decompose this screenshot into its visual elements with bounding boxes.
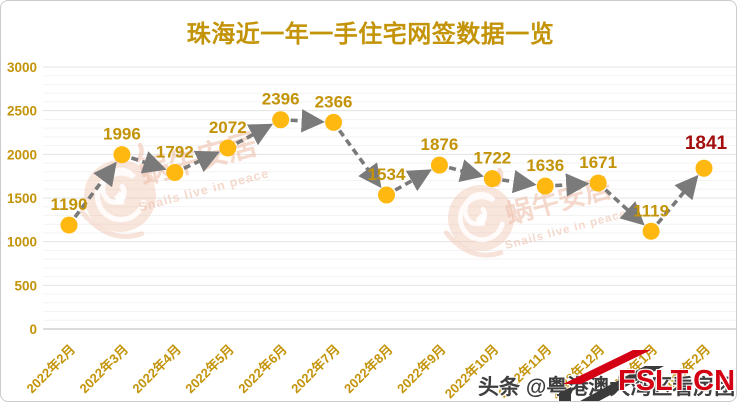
- x-axis-tick-label: 2022年9月: [394, 342, 449, 397]
- data-point-label: 2072: [209, 118, 247, 137]
- y-axis-tick-label: 3000: [7, 60, 37, 75]
- line-segment: [501, 170, 537, 194]
- data-point-marker: [589, 174, 607, 192]
- snail-spiral-icon: [94, 167, 146, 223]
- fslt-logo-dark-notch: [559, 387, 571, 401]
- x-axis-tick-label: 2022年7月: [288, 342, 343, 397]
- line-segment: [130, 151, 167, 174]
- data-point-label: 1190: [51, 195, 88, 214]
- data-point-marker: [642, 222, 660, 240]
- data-points-group: [60, 111, 713, 240]
- y-axis-tick-label: 1500: [7, 191, 37, 206]
- line-segment: [656, 174, 699, 225]
- line-segment: [604, 188, 645, 226]
- x-axis-tick-label: 2022年3月: [76, 342, 131, 397]
- data-point-label: 1119: [633, 201, 669, 220]
- fslt-logo-red-band: [563, 350, 651, 384]
- data-point-marker: [325, 113, 343, 131]
- line-segments-group: [73, 109, 699, 226]
- data-point-label: 1876: [421, 135, 459, 154]
- line-segment: [183, 150, 220, 173]
- line-segment: [235, 123, 274, 146]
- data-point-marker: [60, 216, 78, 234]
- x-axis-tick-label: 2022年6月: [235, 342, 290, 397]
- data-point-marker: [378, 186, 395, 204]
- line-segment: [448, 159, 484, 183]
- data-point-label: 1671: [579, 153, 617, 172]
- snail-tail-swoosh: [443, 230, 504, 258]
- snail-tail-swoosh: [79, 209, 145, 239]
- line-segment: [555, 173, 590, 197]
- data-labels-group: 1190 1996 1792 2072 2396 2366 1534 1876 1722 1636…: [51, 90, 728, 221]
- line-segment: [394, 169, 432, 192]
- y-axis-tick-label: 500: [14, 278, 37, 293]
- y-axis-tick-label: 2000: [7, 147, 37, 162]
- house-icon: [113, 190, 127, 205]
- data-point-marker: [695, 159, 713, 177]
- line-segment: [290, 109, 325, 133]
- fslt-logo-text: FSLT.CN: [618, 365, 736, 397]
- data-point-label: 2396: [262, 90, 300, 109]
- fslt-logo-icon: [559, 350, 664, 401]
- data-point-marker: [272, 111, 290, 129]
- data-point-marker: [166, 163, 184, 181]
- x-axis-tick-label: 2022年8月: [341, 342, 396, 397]
- data-point-marker: [483, 170, 501, 188]
- data-point-marker: [113, 146, 131, 164]
- data-point-marker: [536, 177, 554, 195]
- data-point-label: 1792: [156, 142, 194, 161]
- y-axis-labels-group: 0 500 1000 1500 2000 2500 3000: [7, 60, 37, 337]
- data-point-marker: [219, 139, 237, 157]
- data-point-label-highlighted: 1841: [685, 133, 728, 154]
- x-axis-tick-label: 2022年4月: [129, 342, 184, 397]
- house-icon: [475, 213, 487, 226]
- data-point-label: 1534: [368, 165, 406, 184]
- x-axis-tick-label: 2022年2月: [24, 342, 79, 397]
- data-point-label: 1636: [526, 156, 564, 175]
- snail-spiral-icon: [457, 191, 505, 243]
- chart-title: 珠海近一年一手住宅网签数据一览: [186, 21, 555, 48]
- data-point-label: 2366: [315, 92, 353, 111]
- x-axis-tick-label: 2022年5月: [182, 342, 237, 397]
- fslt-logo-dark-band: [580, 366, 664, 401]
- data-point-label: 1722: [473, 149, 511, 168]
- data-point-marker: [430, 156, 448, 174]
- y-axis-tick-label: 0: [29, 322, 37, 337]
- y-axis-tick-label: 1000: [7, 235, 37, 250]
- y-axis-tick-label: 2500: [7, 104, 37, 119]
- data-point-label: 1996: [103, 125, 141, 144]
